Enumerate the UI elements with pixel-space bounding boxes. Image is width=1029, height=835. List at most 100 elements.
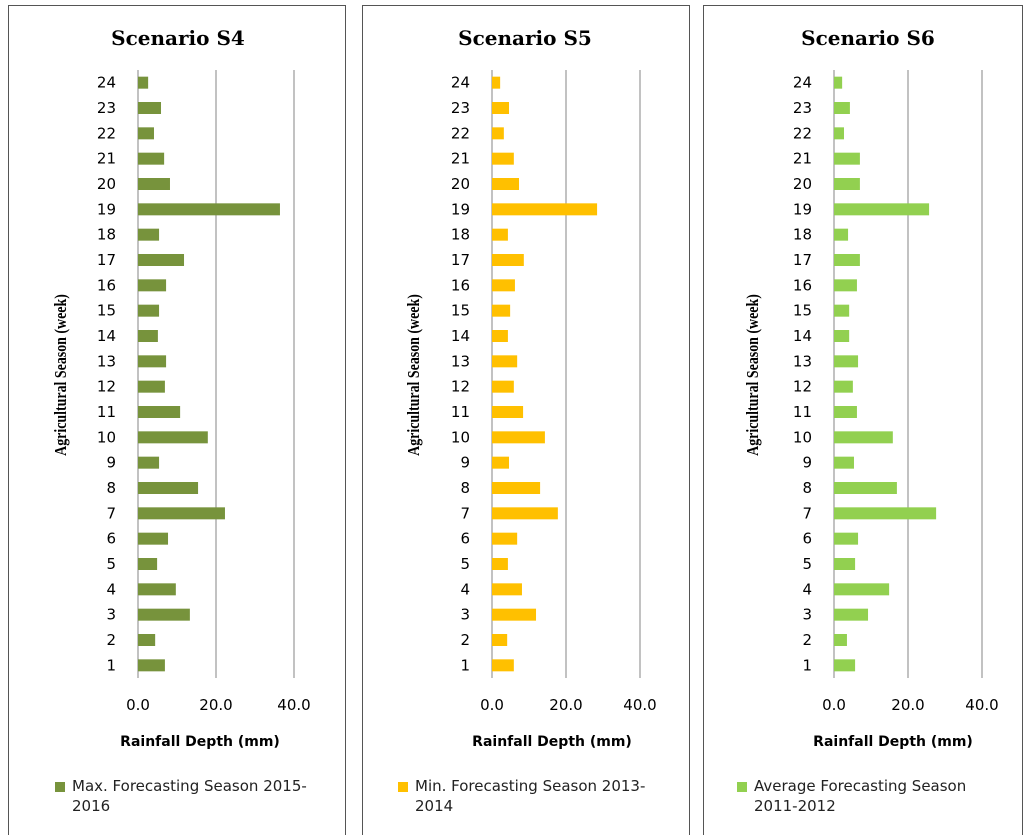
x-tick-label: 0.0 — [480, 696, 504, 714]
bar — [492, 254, 524, 266]
bar — [138, 127, 154, 140]
bar — [138, 456, 160, 469]
y-tick-label: 22 — [793, 124, 812, 142]
bar — [138, 203, 280, 216]
panel — [8, 5, 346, 835]
x-axis-label: Rainfall Depth (mm) — [813, 734, 973, 750]
bar — [492, 634, 508, 646]
y-tick-label: 5 — [106, 555, 116, 573]
bar — [492, 659, 514, 672]
bar — [492, 583, 522, 596]
bar — [834, 431, 893, 444]
y-tick-label: 7 — [106, 504, 116, 522]
y-tick-label: 17 — [793, 251, 812, 269]
legend-swatch — [398, 782, 408, 792]
bar — [492, 608, 537, 621]
x-tick-label: 20.0 — [891, 696, 924, 714]
bar — [834, 482, 897, 494]
y-tick-label: 16 — [97, 276, 116, 294]
bar — [138, 532, 169, 545]
legend-label: Max. Forecasting Season 2015-2016 — [72, 777, 307, 815]
y-tick-label: 24 — [451, 74, 470, 92]
y-tick-label: 16 — [793, 276, 812, 294]
bar — [138, 482, 199, 494]
x-tick-label: 0.0 — [126, 696, 150, 714]
y-tick-label: 3 — [106, 606, 116, 624]
y-tick-label: 22 — [451, 124, 470, 142]
x-axis-label: Rainfall Depth (mm) — [120, 734, 280, 750]
y-tick-label: 21 — [97, 150, 116, 168]
x-axis-label: Rainfall Depth (mm) — [472, 734, 632, 750]
y-tick-label: 7 — [460, 504, 470, 522]
y-tick-label: 8 — [460, 479, 470, 497]
bar — [138, 152, 165, 165]
y-tick-label: 15 — [97, 302, 116, 320]
y-tick-label: 10 — [451, 428, 470, 446]
y-tick-label: 23 — [97, 99, 116, 117]
bar — [834, 127, 844, 140]
y-tick-label: 13 — [793, 352, 812, 370]
bar — [138, 304, 160, 317]
chart-title: Scenario S6 — [801, 26, 935, 50]
bar — [492, 456, 510, 469]
bar — [834, 380, 853, 393]
bar — [834, 228, 849, 241]
bar — [492, 482, 541, 494]
bar — [138, 178, 170, 190]
y-tick-label: 5 — [460, 555, 470, 573]
y-tick-label: 24 — [793, 74, 812, 92]
legend-swatch — [737, 782, 747, 792]
bar — [492, 558, 508, 570]
y-tick-label: 10 — [97, 428, 116, 446]
bar — [138, 558, 158, 570]
y-tick-label: 19 — [451, 200, 470, 218]
y-tick-label: 3 — [460, 606, 470, 624]
bar — [138, 431, 208, 444]
bar — [492, 152, 514, 165]
y-tick-label: 24 — [97, 74, 116, 92]
bar — [138, 406, 181, 418]
bar — [492, 431, 545, 444]
bar — [834, 152, 860, 165]
bar — [492, 102, 510, 114]
bar — [138, 330, 158, 342]
bar — [138, 102, 162, 114]
y-axis-label: Agricultural Season (week) — [744, 294, 763, 456]
x-tick-label: 40.0 — [277, 696, 310, 714]
y-tick-label: 2 — [802, 631, 812, 649]
bar — [834, 279, 857, 292]
y-tick-label: 12 — [451, 378, 470, 396]
y-tick-label: 13 — [97, 352, 116, 370]
y-tick-label: 23 — [793, 99, 812, 117]
y-tick-label: 14 — [97, 327, 116, 345]
y-tick-label: 12 — [793, 378, 812, 396]
y-tick-label: 7 — [802, 504, 812, 522]
y-axis-label: Agricultural Season (week) — [52, 294, 71, 456]
y-tick-label: 8 — [802, 479, 812, 497]
bar — [834, 254, 860, 266]
bar — [834, 608, 869, 621]
y-tick-label: 1 — [106, 656, 116, 674]
y-tick-label: 22 — [97, 124, 116, 142]
bar — [834, 203, 930, 216]
bar — [138, 634, 156, 646]
bar — [492, 203, 598, 216]
y-tick-label: 11 — [97, 403, 116, 421]
y-tick-label: 18 — [793, 226, 812, 244]
bar — [492, 76, 501, 89]
bar — [834, 507, 937, 520]
bar — [138, 279, 167, 292]
y-tick-label: 11 — [451, 403, 470, 421]
y-tick-label: 2 — [106, 631, 116, 649]
bar — [138, 355, 167, 368]
x-tick-label: 20.0 — [549, 696, 582, 714]
y-tick-label: 17 — [451, 251, 470, 269]
y-tick-label: 14 — [793, 327, 812, 345]
y-tick-label: 6 — [106, 530, 116, 548]
legend-label: Average Forecasting Season 2011-2012 — [754, 777, 967, 815]
y-tick-label: 1 — [802, 656, 812, 674]
y-tick-label: 21 — [451, 150, 470, 168]
y-tick-label: 20 — [97, 175, 116, 193]
chart-title: Scenario S4 — [111, 26, 245, 50]
